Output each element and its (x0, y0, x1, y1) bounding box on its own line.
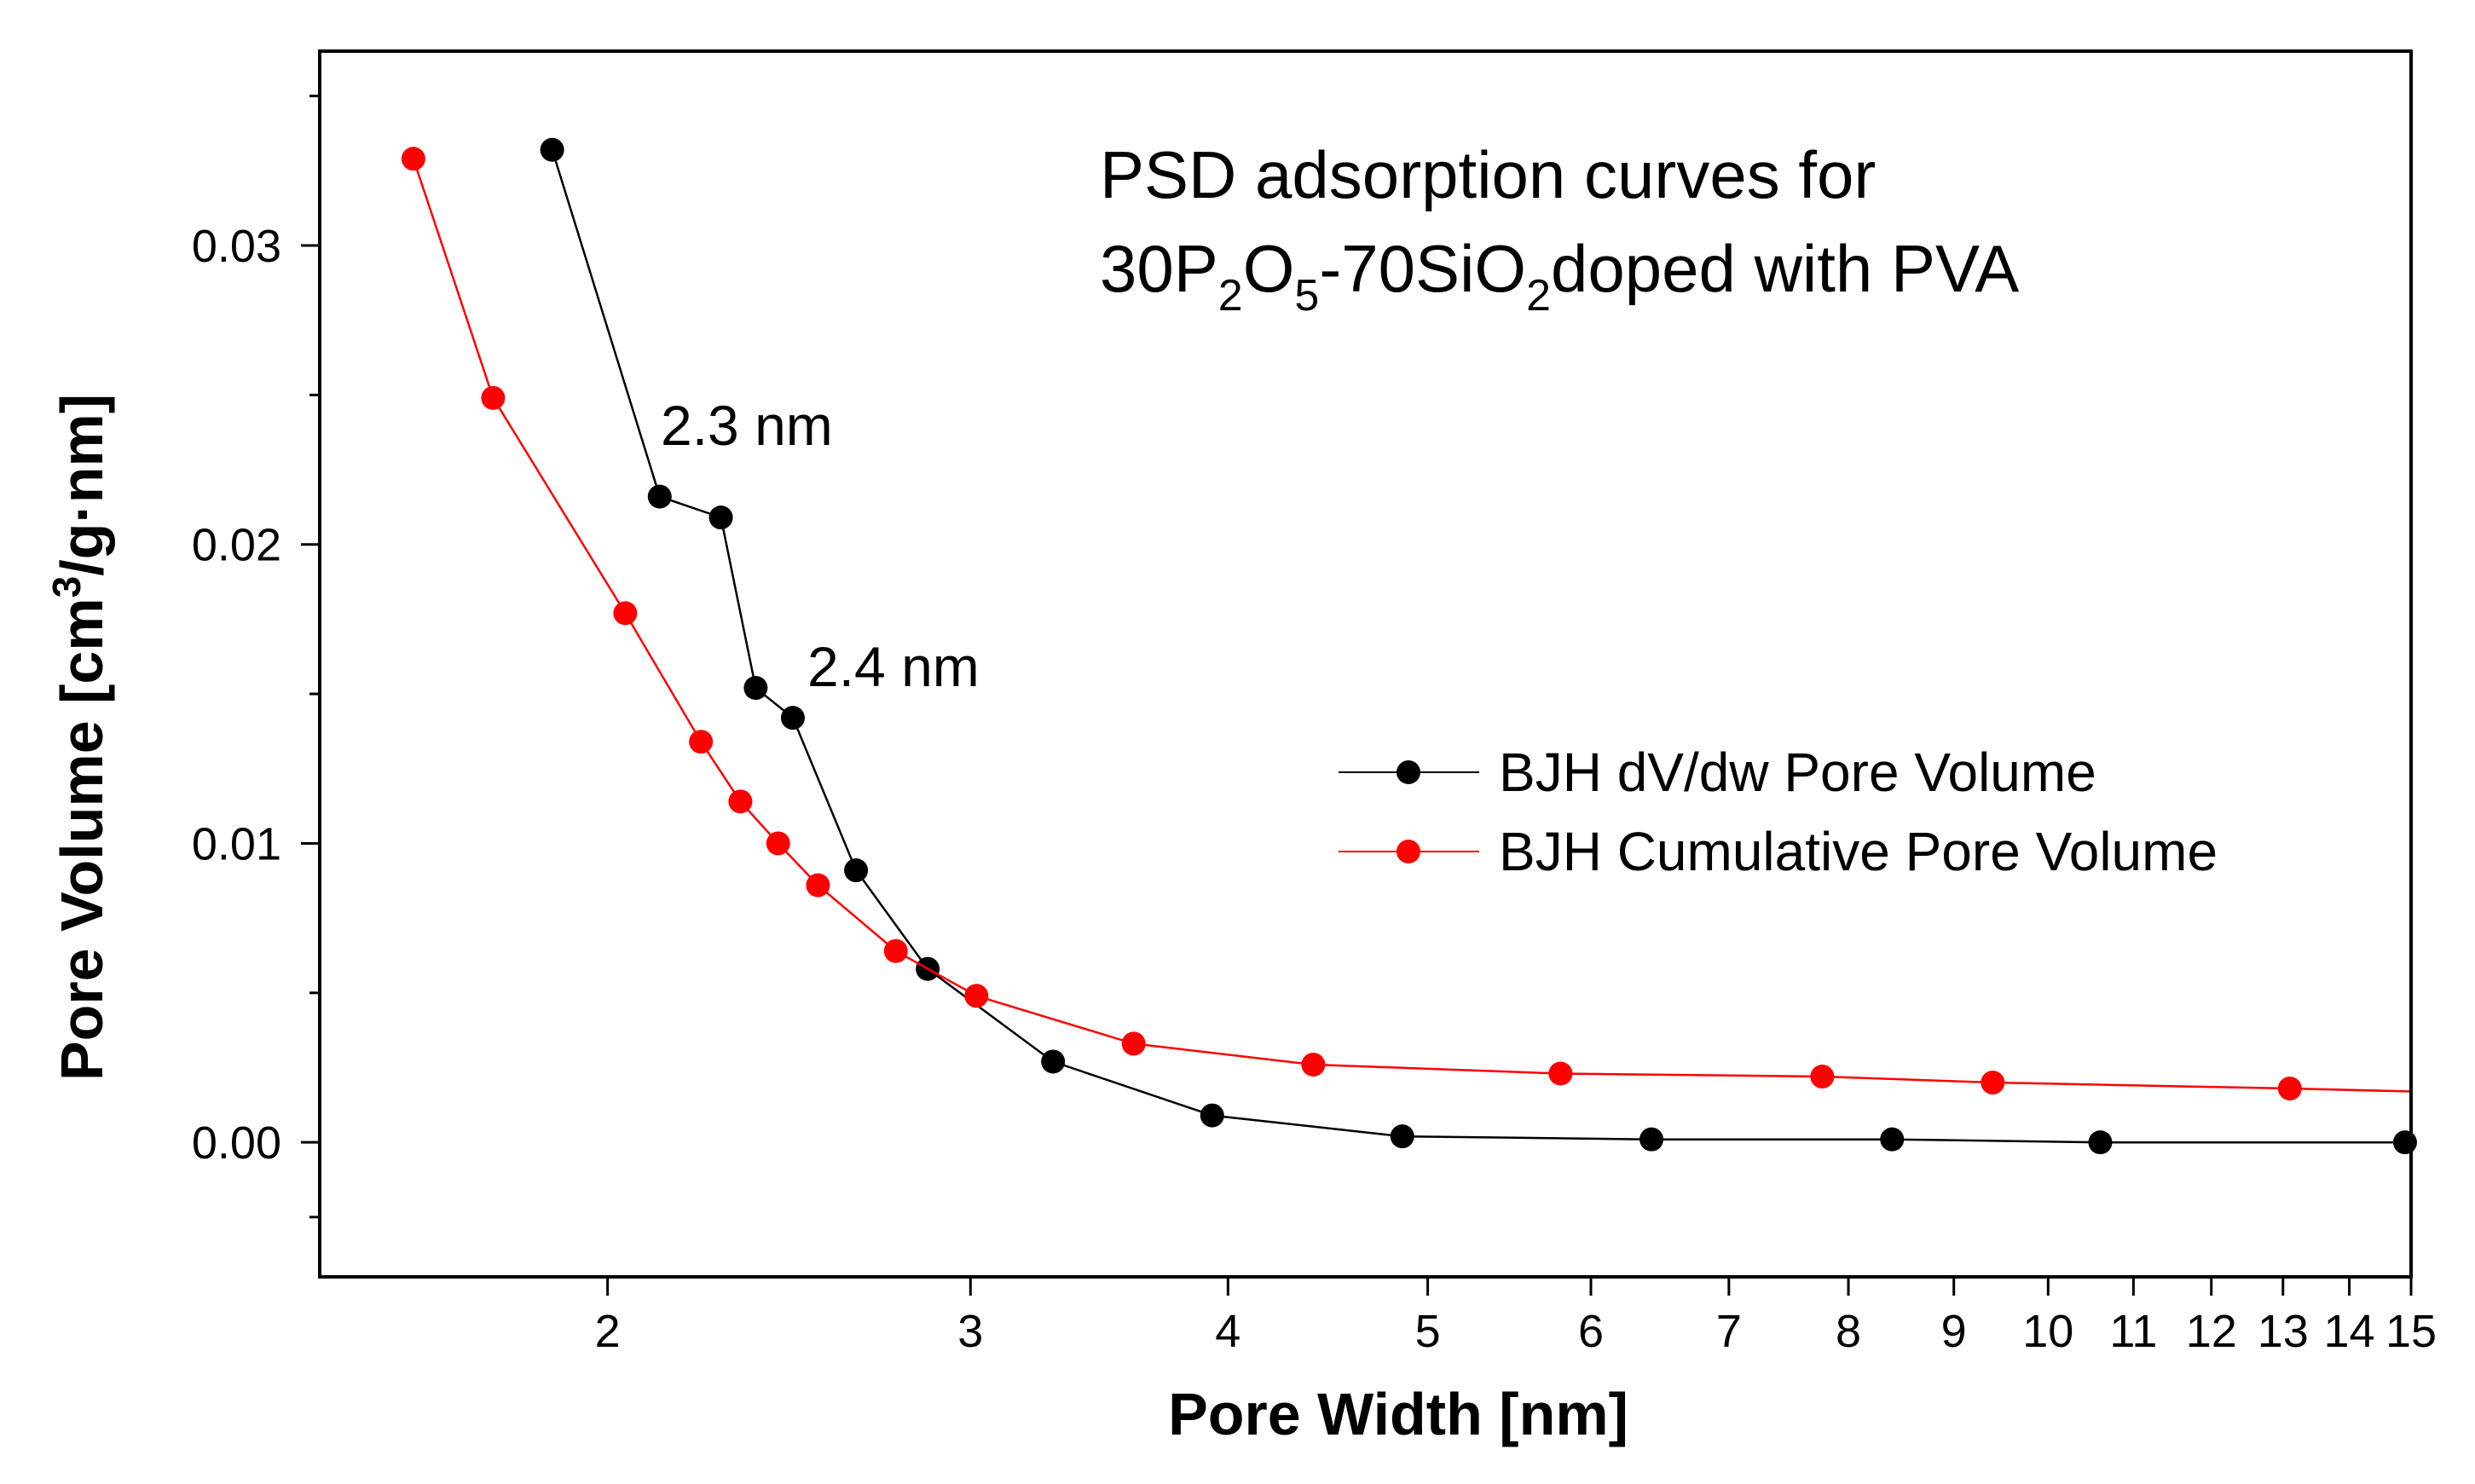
plot-frame (318, 49, 2413, 1279)
data-point-series0-1 (647, 484, 672, 509)
data-point-series1-8 (964, 984, 989, 1008)
data-point-series1-3 (689, 730, 714, 754)
data-point-series1-2 (613, 601, 638, 626)
x-tick-label-15: 15 (2385, 1306, 2437, 1357)
title-part: -70SiO (1319, 231, 1526, 306)
data-point-series1-0 (401, 147, 425, 171)
title-subscript: 2 (1526, 271, 1551, 320)
data-point-series0-11 (1880, 1127, 1905, 1152)
data-point-series1-14 (2277, 1077, 2302, 1101)
x-tick-label-14: 14 (2324, 1306, 2375, 1357)
y-title-superscript: 3 (44, 576, 89, 598)
x-tick-label-3: 3 (957, 1306, 983, 1357)
legend-label-dvdw: BJH dV/dw Pore Volume (1499, 742, 2096, 803)
chart-title-line2: 30P2O5-70SiO2doped with PVA (1100, 231, 2019, 320)
data-point-series0-0 (540, 137, 564, 162)
series-layer (401, 137, 2417, 1155)
title-part: 30P (1100, 231, 1218, 306)
data-point-series0-10 (1639, 1127, 1664, 1152)
y-title-part: /g·nm] (49, 394, 115, 576)
x-tick-label-10: 10 (2022, 1306, 2073, 1357)
series-line-0 (551, 149, 2405, 1144)
legend-label-cumulative: BJH Cumulative Pore Volume (1499, 821, 2218, 882)
title-part: O (1243, 231, 1295, 306)
data-point-series0-13 (2392, 1130, 2417, 1155)
data-point-series1-13 (1981, 1071, 2005, 1095)
x-tick-label-4: 4 (1215, 1306, 1240, 1357)
data-point-series0-8 (1200, 1103, 1224, 1128)
x-tick-label-13: 13 (2258, 1306, 2309, 1357)
data-point-series1-1 (481, 385, 506, 410)
annotation-2-4-nm: 2.4 nm (807, 635, 980, 698)
series-line-1 (412, 158, 2412, 1093)
legend-marker-cumulative (1397, 840, 1420, 863)
x-tick-label-7: 7 (1716, 1306, 1742, 1357)
data-point-series1-4 (728, 789, 753, 814)
data-point-series1-11 (1548, 1061, 1573, 1086)
y-tick-label-2: 0.02 (192, 520, 281, 571)
x-tick-label-5: 5 (1415, 1306, 1441, 1357)
data-point-series1-5 (766, 831, 790, 856)
data-point-series1-10 (1301, 1052, 1326, 1077)
data-point-series0-12 (2088, 1130, 2113, 1155)
y-tick-label-1: 0.01 (192, 818, 281, 869)
y-axis-title: Pore Volume [cm3/g·nm] (44, 394, 115, 1081)
x-tick-label-8: 8 (1836, 1306, 1861, 1357)
data-point-series0-2 (708, 505, 733, 530)
title-part: doped with PVA (1551, 231, 2019, 306)
x-tick-label-11: 11 (2109, 1306, 2157, 1357)
data-point-series0-7 (1041, 1049, 1066, 1074)
data-point-series1-6 (806, 873, 830, 898)
title-subscript: 5 (1294, 271, 1319, 320)
y-tick-label-0: 0.00 (192, 1117, 281, 1169)
legend-marker-dvdw (1397, 760, 1420, 784)
x-tick-label-9: 9 (1941, 1306, 1967, 1357)
x-tick-label-12: 12 (2186, 1306, 2237, 1357)
x-tick-label-2: 2 (595, 1306, 621, 1357)
legend: BJH dV/dw Pore Volume BJH Cumulative Por… (1339, 742, 2218, 882)
x-tick-label-6: 6 (1578, 1306, 1604, 1357)
data-point-series0-3 (743, 676, 768, 701)
data-point-series0-5 (844, 858, 869, 883)
annotation-2-3-nm: 2.3 nm (661, 394, 833, 457)
data-point-series1-7 (883, 938, 908, 963)
y-title-part: Pore Volume [cm (49, 598, 115, 1081)
title-subscript: 2 (1218, 271, 1243, 320)
data-point-series1-12 (1810, 1065, 1835, 1089)
x-axis-title: Pore Width [nm] (1168, 1381, 1628, 1447)
data-point-series0-9 (1390, 1124, 1414, 1149)
data-point-series1-9 (1121, 1031, 1146, 1056)
chart-title-line1: PSD adsorption curves for (1100, 137, 1876, 212)
data-point-series0-4 (780, 706, 805, 730)
y-tick-label-3: 0.03 (192, 221, 281, 272)
